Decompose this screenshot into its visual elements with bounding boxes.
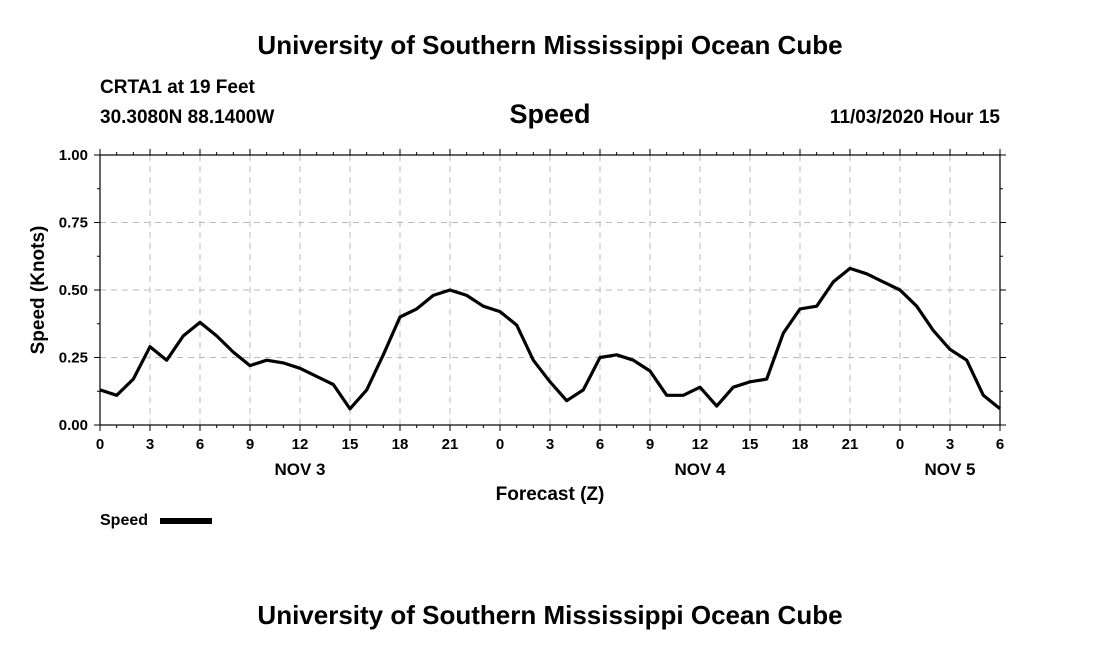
x-tick-label: 12 [292,436,309,453]
x-tick-label: 3 [146,436,154,453]
x-tick-label: 0 [96,436,104,453]
x-tick-label: 21 [842,436,859,453]
x-tick-label: 0 [496,436,504,453]
x-axis-label: Forecast (Z) [496,484,605,505]
x-tick-label: 12 [692,436,709,453]
grid-lines [100,155,1000,425]
axis-labels: NOV 3 NOV 4 NOV 5 Forecast (Z) Speed (Knots)… [28,226,976,529]
x-tick-label: 9 [246,436,254,453]
plot-frame [99,154,1001,426]
day-label: NOV 3 [274,460,325,479]
y-axis-label: Speed (Knots) [28,226,49,355]
x-tick-label: 9 [646,436,654,453]
y-tick-label: 1.00 [59,147,88,164]
series-line-speed [99,266,1002,411]
tick-labels: 0 3 6 9 12 15 18 21 0 3 6 9 12 15 18 21 0 3 6 0.00 0.25 0.50 0… [59,147,1004,453]
chart-title-bottom: University of Southern Mississippi Ocean… [257,600,843,630]
forecast-timestamp: 11/03/2020 Hour 15 [829,107,1000,128]
x-tick-label: 18 [392,436,409,453]
y-tick-label: 0.75 [59,215,88,232]
x-tick-label: 0 [896,436,904,453]
x-tick-label: 3 [546,436,554,453]
chart-title-top: University of Southern Mississippi Ocean… [257,30,843,60]
x-tick-label: 6 [996,436,1004,453]
y-tick-label: 0.50 [59,282,88,299]
x-tick-label: 18 [792,436,809,453]
station-label: CRTA1 at 19 Feet [100,77,255,98]
axes [94,149,1006,431]
x-tick-label: 6 [596,436,604,453]
x-tick-label: 21 [442,436,459,453]
day-label: NOV 5 [924,460,975,479]
x-tick-label: 6 [196,436,204,453]
x-tick-label: 3 [946,436,954,453]
x-tick-label: 15 [342,436,359,453]
legend-label: Speed [100,512,148,529]
station-coords: 30.3080N 88.1400W [100,107,275,128]
variable-title: Speed [509,99,591,129]
x-tick-label: 15 [742,436,759,453]
y-tick-label: 0.25 [59,350,88,367]
day-label: NOV 4 [674,460,726,479]
y-tick-label: 0.00 [59,417,88,434]
